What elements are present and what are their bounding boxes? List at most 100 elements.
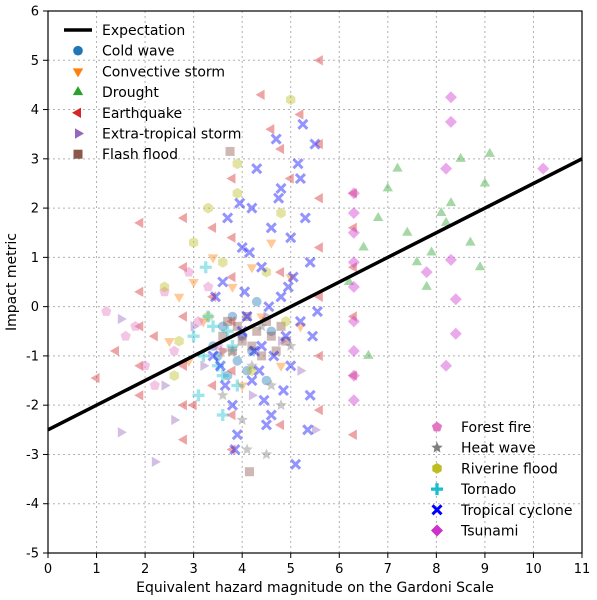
data-point <box>347 187 360 200</box>
data-point <box>90 372 100 384</box>
data-point <box>411 256 423 266</box>
data-point <box>347 280 360 293</box>
data-point <box>130 320 141 331</box>
data-point <box>347 262 357 273</box>
legend-label: Riverine flood <box>461 461 558 477</box>
legend-entry: Expectation <box>64 23 185 39</box>
data-point <box>117 427 127 438</box>
data-point <box>266 331 276 341</box>
legend-marker <box>73 149 83 159</box>
legend-marker <box>431 504 443 516</box>
series-earthquake <box>90 55 357 455</box>
data-point <box>440 359 453 372</box>
legend-entry: Tropical cyclone <box>431 503 573 519</box>
data-point <box>440 162 453 175</box>
data-point <box>229 443 241 456</box>
data-point <box>286 94 296 106</box>
data-point <box>474 261 486 271</box>
data-point <box>243 246 256 258</box>
data-point <box>247 341 257 351</box>
data-point <box>193 316 204 326</box>
legend-marker <box>431 524 443 537</box>
series-heat-wave <box>217 320 297 460</box>
legend-label: Expectation <box>102 23 185 39</box>
data-point <box>232 321 242 331</box>
data-point <box>307 330 319 342</box>
data-point <box>244 467 254 477</box>
x-tick-label: 6 <box>335 562 343 577</box>
y-tick-label: -4 <box>26 497 39 512</box>
data-point <box>232 187 242 199</box>
data-point <box>177 212 187 224</box>
data-point <box>255 320 268 332</box>
legend-entry: Cold wave <box>73 44 175 60</box>
legend-label: Cold wave <box>102 44 175 60</box>
data-point <box>218 256 228 268</box>
data-point <box>202 310 215 323</box>
data-point <box>347 188 357 199</box>
data-point <box>216 369 229 382</box>
data-point <box>421 280 432 290</box>
data-point <box>219 345 229 357</box>
data-point <box>256 313 267 323</box>
data-point <box>134 390 144 401</box>
data-point <box>313 404 323 416</box>
legend-label: Drought <box>102 85 159 101</box>
data-point <box>261 375 272 386</box>
data-point <box>231 379 244 392</box>
legend-marker <box>431 483 443 496</box>
legend-label: Tropical cyclone <box>460 503 573 519</box>
legend-marker <box>432 463 442 474</box>
data-point <box>177 311 187 322</box>
data-point <box>444 253 457 266</box>
data-point <box>372 211 384 221</box>
x-tick-label: 8 <box>432 562 440 577</box>
data-point <box>217 276 229 288</box>
data-point <box>134 286 144 298</box>
data-point <box>445 197 457 207</box>
series-convective-storm <box>164 239 306 392</box>
data-point <box>275 182 287 194</box>
data-point <box>292 158 304 170</box>
x-tick-label: 9 <box>481 562 489 577</box>
data-point <box>290 458 302 470</box>
data-point <box>211 359 224 372</box>
data-point <box>227 346 237 356</box>
data-point <box>120 330 131 341</box>
y-ticks: -5 -4 -3 -2 -1 0 1 2 3 4 5 6 <box>26 5 48 562</box>
plot-frame <box>47 10 583 554</box>
data-point <box>227 283 238 293</box>
series-tornado <box>187 261 244 422</box>
data-point <box>297 365 307 376</box>
data-point <box>440 216 452 226</box>
data-point <box>248 345 260 357</box>
legend-entry: Earthquake <box>72 106 182 122</box>
data-point <box>255 89 265 100</box>
data-point <box>275 362 287 372</box>
data-point <box>226 340 239 353</box>
data-point <box>200 360 210 371</box>
data-point <box>311 306 323 318</box>
data-point <box>217 321 228 332</box>
data-point <box>282 281 294 293</box>
data-point <box>294 172 306 185</box>
data-point <box>207 380 217 391</box>
legend-label: Earthquake <box>102 106 182 122</box>
data-point <box>343 276 355 285</box>
y-tick-label: 5 <box>31 54 39 69</box>
data-point <box>347 222 357 233</box>
data-point <box>222 212 234 224</box>
legend-entry: Extra-tropical storm <box>75 127 241 143</box>
y-tick-label: 3 <box>31 152 39 167</box>
data-point <box>187 330 200 343</box>
data-point <box>392 162 403 172</box>
data-point <box>209 291 222 303</box>
data-point <box>294 109 304 120</box>
x-tick-label: 7 <box>384 562 392 577</box>
data-point <box>304 389 316 401</box>
data-point <box>234 197 246 209</box>
legend-marker <box>431 421 443 432</box>
data-point <box>273 192 285 204</box>
series-tsunami <box>347 91 550 407</box>
